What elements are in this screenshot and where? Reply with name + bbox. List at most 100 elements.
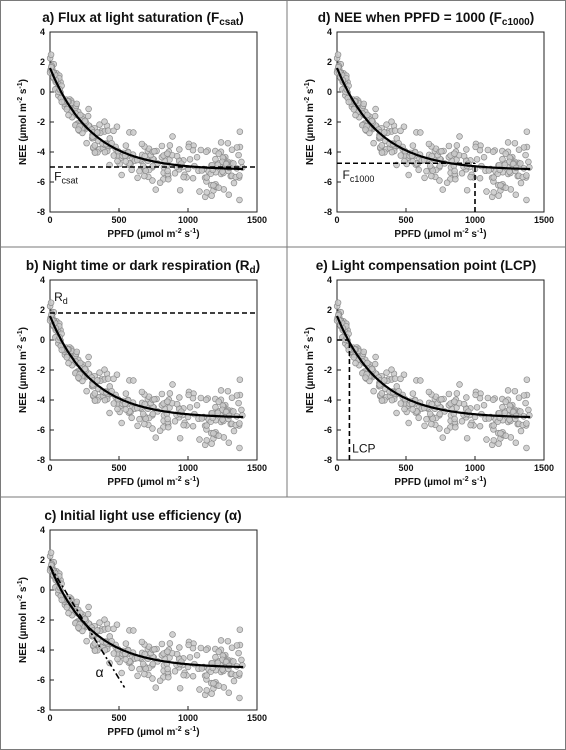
data-point — [110, 152, 118, 159]
data-point — [189, 644, 197, 652]
data-point — [235, 151, 242, 159]
data-point — [463, 146, 470, 153]
data-point — [388, 396, 396, 404]
data-point — [96, 619, 103, 626]
y-axis-label: NEE (µmol m-2 s-1) — [17, 327, 29, 413]
data-point — [104, 625, 112, 632]
panel-title-d: d) NEE when PPFD = 1000 (Fc1000) — [318, 10, 534, 28]
y-tick-label: 4 — [327, 275, 332, 285]
data-point — [217, 637, 225, 644]
data-point — [490, 422, 497, 429]
data-point — [511, 139, 519, 147]
annotation-e: LCP — [352, 442, 375, 456]
y-tick-label: -6 — [37, 177, 45, 187]
x-label-exp: -1 — [190, 228, 196, 235]
data-point — [118, 419, 125, 427]
x-axis-label: PPFD (µmol m-2 s-1) — [394, 228, 486, 240]
panel-title-a: a) Flux at light saturation (Fcsat) — [42, 10, 244, 28]
data-point — [511, 387, 519, 395]
data-point — [458, 170, 466, 177]
reference-line-slope — [49, 565, 126, 688]
data-point — [91, 397, 99, 404]
data-point — [467, 173, 474, 181]
x-label-main: PPFD (µmol m — [394, 477, 462, 488]
title-subscript: csat — [219, 17, 240, 28]
data-point — [176, 644, 183, 651]
title-main: e) Light compensation point (LCP) — [316, 258, 536, 273]
data-point — [130, 129, 137, 136]
data-point — [63, 604, 71, 611]
data-point — [525, 406, 532, 414]
data-point — [476, 146, 484, 154]
data-point — [152, 684, 159, 691]
data-point — [378, 397, 386, 404]
data-point — [523, 196, 530, 204]
data-point — [436, 177, 443, 184]
data-point — [428, 420, 435, 428]
annotation-main: α — [96, 664, 104, 680]
annotation-a: Fcsat — [54, 170, 78, 186]
data-point — [203, 174, 210, 181]
y-tick-label: -8 — [37, 705, 45, 715]
y-tick-label: 0 — [40, 335, 45, 345]
data-point — [436, 410, 444, 418]
data-point — [460, 400, 468, 408]
data-point — [130, 627, 137, 634]
data-point — [65, 111, 72, 119]
data-point — [96, 369, 103, 376]
data-point — [378, 390, 386, 397]
y-label-mid: s — [305, 88, 316, 97]
data-point — [141, 420, 148, 428]
data-point — [173, 152, 181, 160]
data-point — [85, 603, 92, 611]
data-point — [352, 359, 359, 367]
data-point — [230, 677, 238, 685]
x-label-mid: s — [182, 477, 191, 488]
data-point — [152, 186, 159, 193]
x-tick-label: 500 — [111, 463, 126, 473]
data-point — [110, 375, 117, 383]
data-point — [141, 670, 148, 678]
annotation-c: α — [96, 664, 104, 680]
panel-c: c) Initial light use efficiency (α)-8-6-… — [17, 508, 267, 738]
data-point — [136, 665, 143, 673]
data-point — [156, 179, 164, 186]
data-point — [225, 191, 233, 198]
data-point — [173, 400, 181, 408]
data-point — [388, 366, 395, 373]
y-label-main: NEE (µmol m — [18, 351, 29, 413]
data-point — [149, 675, 156, 682]
data-point — [173, 650, 181, 658]
data-point — [215, 682, 223, 690]
data-point — [417, 129, 424, 136]
data-point — [235, 399, 242, 407]
x-label-exp: -1 — [190, 726, 196, 733]
data-point — [136, 415, 143, 423]
data-point — [405, 171, 412, 179]
data-point — [166, 142, 174, 149]
y-tick-label: 0 — [40, 585, 45, 595]
y-label-mid: s — [18, 336, 29, 345]
data-point — [176, 394, 183, 401]
title-main: b) Night time or dark respiration (R — [26, 258, 250, 273]
data-point — [210, 680, 217, 687]
data-point — [185, 143, 192, 151]
data-point — [104, 127, 112, 134]
y-tick-label: -2 — [37, 615, 45, 625]
data-point — [225, 689, 233, 696]
data-point — [91, 390, 99, 397]
data-point — [189, 146, 197, 154]
data-point — [58, 346, 65, 354]
y-label-main: NEE (µmol m — [18, 601, 29, 663]
data-point — [445, 142, 453, 150]
data-point — [203, 687, 210, 694]
data-point — [451, 150, 458, 157]
data-point — [197, 394, 205, 402]
data-point — [502, 432, 510, 440]
data-point — [378, 149, 386, 156]
data-point — [176, 186, 184, 194]
data-point — [122, 406, 130, 413]
data-point — [489, 396, 497, 404]
y-label-mid: s — [18, 88, 29, 97]
y-tick-label: -6 — [324, 425, 332, 435]
